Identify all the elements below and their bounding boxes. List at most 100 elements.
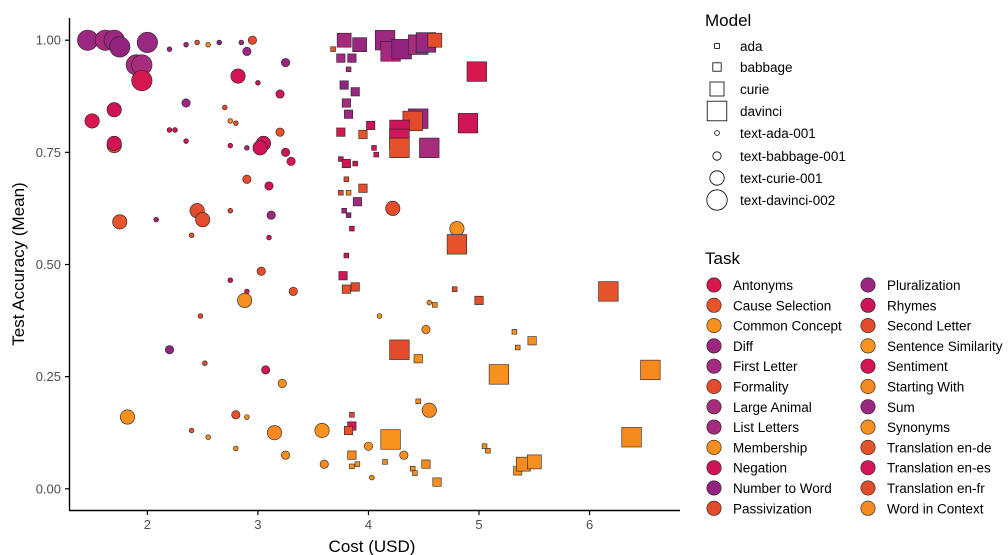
data-point-111	[338, 190, 344, 196]
data-point-147	[421, 459, 431, 469]
legend-task-label-18: Sum	[887, 400, 915, 415]
y-tick-label-0: 0.00	[36, 481, 61, 496]
data-point-126	[389, 339, 410, 360]
data-point-15	[247, 35, 257, 45]
data-point-84	[427, 32, 443, 48]
data-point-46	[266, 210, 276, 220]
legend-task-title: Task	[705, 249, 740, 268]
data-point-89	[339, 80, 349, 90]
data-point-36	[281, 147, 291, 157]
x-tick-label-1: 3	[254, 517, 261, 532]
legend-task-key-3	[706, 338, 722, 354]
data-point-0	[77, 29, 99, 51]
data-point-65	[281, 450, 291, 460]
data-point-98	[336, 127, 346, 137]
legend-model-label-4: text-ada-001	[740, 126, 816, 141]
data-point-17	[255, 80, 261, 86]
data-point-128	[511, 329, 518, 335]
y-axis-title: Test Accuracy (Mean)	[9, 182, 28, 345]
data-point-63	[233, 445, 239, 452]
data-point-123	[474, 295, 484, 305]
data-point-51	[288, 286, 298, 296]
legend-task-label-11: Passivization	[733, 501, 812, 516]
data-point-61	[231, 410, 241, 420]
legend-task-key-14	[860, 318, 876, 334]
data-point-54	[164, 345, 174, 355]
legend-model-key-2	[709, 81, 725, 97]
legend-task-label-12: Pluralization	[887, 278, 961, 293]
data-point-24	[166, 127, 173, 133]
data-point-93	[344, 109, 354, 119]
data-point-55	[202, 360, 208, 366]
data-point-40	[112, 214, 128, 230]
data-point-39	[264, 181, 274, 191]
legend-model-key-7	[706, 189, 728, 211]
data-point-117	[446, 234, 468, 255]
data-point-92	[341, 98, 351, 108]
data-point-75	[376, 313, 383, 319]
legend-model-label-0: ada	[740, 39, 763, 54]
data-point-145	[409, 465, 416, 472]
data-point-8	[166, 46, 173, 52]
data-point-99	[358, 129, 368, 139]
data-point-85	[347, 53, 357, 63]
legend-task-key-5	[706, 378, 722, 394]
data-point-124	[598, 281, 619, 302]
data-point-11	[205, 41, 211, 48]
legend-task-label-21: Translation en-es	[887, 461, 991, 476]
data-point-58	[119, 409, 135, 425]
data-point-97	[457, 113, 479, 134]
legend-task-label-2: Common Concept	[733, 319, 842, 334]
legend-model-key-5	[712, 151, 722, 161]
data-point-105	[373, 151, 379, 158]
data-point-62	[244, 414, 250, 420]
legend-task-label-7: List Letters	[733, 420, 799, 435]
data-point-26	[181, 98, 191, 108]
legend-task-label-6: Large Animal	[733, 400, 812, 415]
legend-model-key-0	[714, 43, 720, 49]
data-point-68	[363, 441, 373, 451]
legend-task-label-9: Negation	[733, 461, 787, 476]
data-point-129	[515, 344, 521, 351]
data-point-103	[419, 137, 440, 158]
data-point-56	[261, 365, 271, 375]
data-point-5	[136, 31, 158, 53]
y-tick-label-2: 0.50	[36, 257, 61, 272]
legend-task-key-16	[860, 358, 876, 374]
data-point-138	[621, 427, 642, 448]
data-point-12	[216, 39, 222, 46]
data-point-102	[389, 137, 410, 158]
data-point-31	[227, 142, 233, 149]
data-point-67	[319, 459, 329, 469]
y-tick-label-3: 0.75	[36, 145, 61, 160]
data-point-66	[314, 422, 330, 438]
data-point-73	[449, 221, 465, 237]
y-tick-label-1: 0.25	[36, 369, 61, 384]
legend-task-key-20	[860, 439, 876, 455]
data-point-78	[352, 37, 367, 52]
data-point-131	[488, 364, 510, 385]
data-point-107	[341, 159, 351, 169]
plot-area: 0.00 0.25 0.50 0.75 1.00 2 3 4 5 6	[36, 18, 680, 532]
legend-model: Model ada babbage curie davinci text-ada-001…	[705, 11, 846, 211]
data-point-47	[266, 234, 272, 241]
x-tick-label-4: 6	[586, 517, 593, 532]
data-point-20	[84, 113, 100, 129]
data-point-70	[399, 450, 409, 460]
data-point-130	[527, 336, 537, 346]
data-point-41	[153, 216, 159, 223]
data-point-9	[183, 41, 189, 48]
data-point-134	[349, 412, 355, 418]
data-point-34	[252, 140, 268, 156]
legend-task-label-16: Sentiment	[887, 359, 948, 374]
data-point-19	[275, 89, 285, 99]
data-point-44	[188, 232, 195, 239]
data-point-18	[281, 58, 291, 68]
data-point-143	[354, 461, 361, 467]
data-point-90	[350, 87, 360, 97]
legend-task-label-4: First Letter	[733, 359, 798, 374]
data-point-43	[195, 212, 211, 228]
data-point-151	[526, 454, 542, 470]
data-point-74	[426, 299, 432, 306]
legend-model-key-6	[709, 170, 725, 186]
